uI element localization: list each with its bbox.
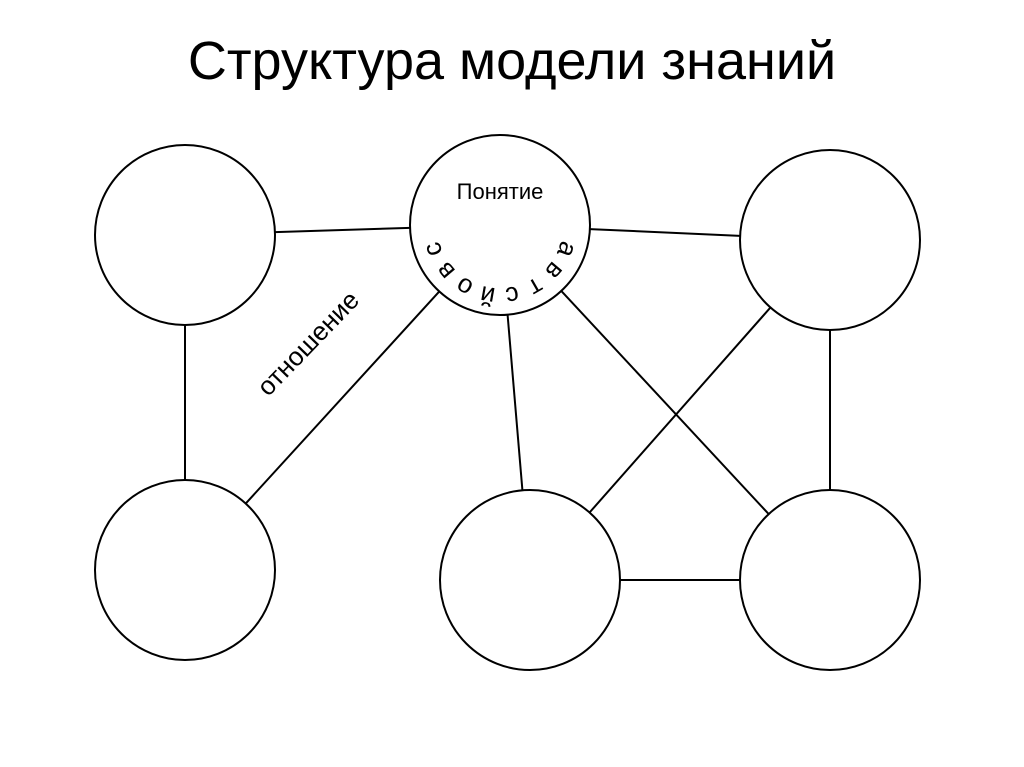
node-circle [740,150,920,330]
edge [275,228,410,232]
node-circle [440,490,620,670]
node-circle [95,480,275,660]
node-circle [740,490,920,670]
node-label: Понятие [420,179,580,205]
node-circle [95,145,275,325]
network-diagram: свойства [0,0,1024,767]
edge [508,315,523,491]
edge [561,291,768,514]
edge [590,307,771,512]
edge [590,229,740,236]
node-circle [410,135,590,315]
